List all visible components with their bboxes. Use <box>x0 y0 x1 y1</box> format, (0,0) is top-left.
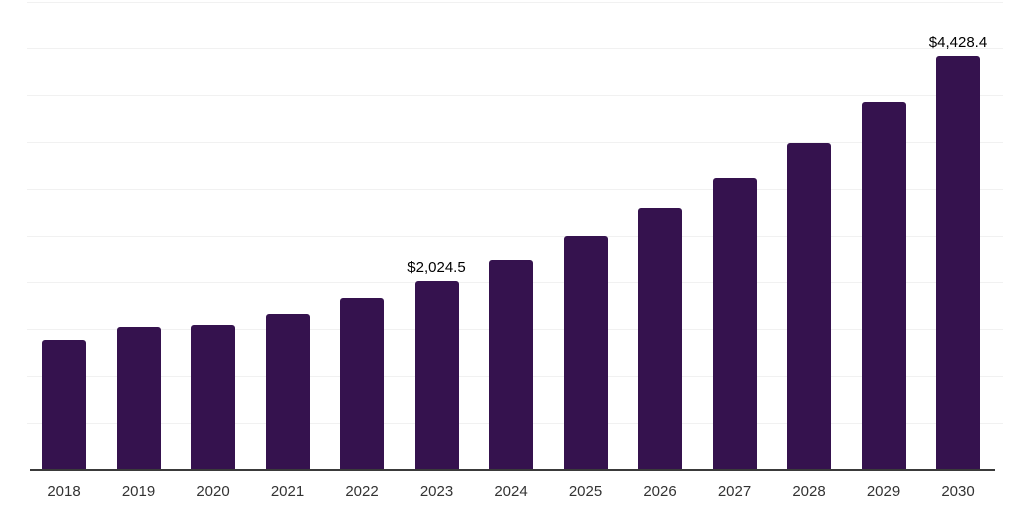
x-tick-2028: 2028 <box>792 483 826 500</box>
bar-2018 <box>42 339 86 470</box>
x-tick-2027: 2027 <box>717 483 752 500</box>
gridline-4500 <box>27 48 1003 50</box>
bar-2030 <box>936 55 980 470</box>
x-tick-2025: 2025 <box>568 483 603 500</box>
bar-2028 <box>787 143 831 470</box>
x-tick-2020: 2020 <box>196 483 230 500</box>
x-tick-2029: 2029 <box>866 483 901 500</box>
gridline-3500 <box>27 141 1003 143</box>
x-tick-2023: 2023 <box>419 483 454 500</box>
bar-2020 <box>191 324 235 470</box>
x-tick-2030: 2030 <box>941 483 975 500</box>
value-label-2023: $2,024.5 <box>407 258 466 276</box>
gridline-3000 <box>27 188 1003 190</box>
bar-2023 <box>414 280 459 470</box>
bar-2019 <box>116 326 161 470</box>
x-tick-2026: 2026 <box>643 483 677 500</box>
x-tick-2022: 2022 <box>345 483 379 500</box>
bar-2026 <box>638 208 682 470</box>
gridline-5000 <box>27 1 1003 3</box>
bar-2029 <box>861 101 906 470</box>
bar-2021 <box>265 314 310 470</box>
bar-2024 <box>489 259 533 470</box>
x-axis-line <box>30 469 995 471</box>
x-tick-2019: 2019 <box>121 483 156 500</box>
gridline-2500 <box>27 235 1003 237</box>
x-tick-2021: 2021 <box>270 483 305 500</box>
x-tick-2024: 2024 <box>494 483 528 500</box>
bar-2027 <box>712 178 757 470</box>
value-label-2030: $4,428.4 <box>928 33 988 51</box>
bar-2025 <box>563 236 608 470</box>
gridline-4000 <box>27 95 1003 97</box>
x-tick-2018: 2018 <box>47 483 81 500</box>
bar-2022 <box>340 297 384 470</box>
